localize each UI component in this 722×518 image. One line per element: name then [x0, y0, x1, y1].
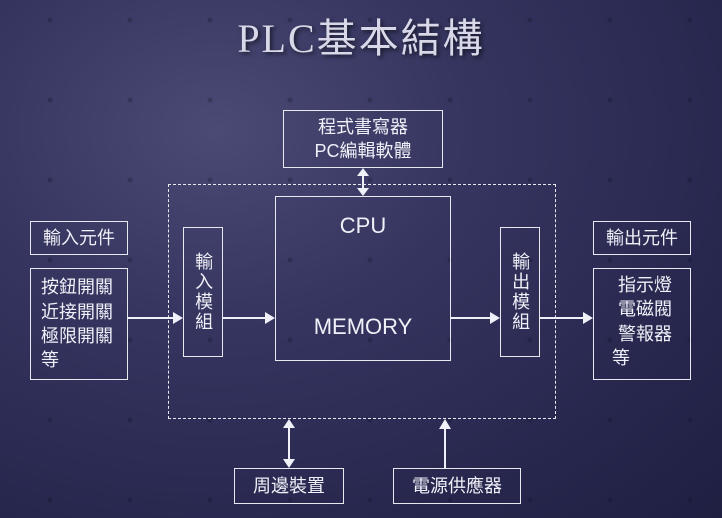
node-output-list: 指示燈 電磁閥 警報器 等: [593, 268, 691, 380]
page-title: PLC基本結構: [0, 6, 722, 64]
memory-label: MEMORY: [314, 312, 413, 342]
output-list-line3: 警報器: [612, 322, 672, 346]
node-output-module-label: 輸出模組: [508, 252, 532, 332]
output-list-line2: 電磁閥: [612, 297, 672, 321]
node-input-module-label: 輸入模組: [191, 252, 215, 332]
arrow-programmer-cpu: [353, 168, 373, 196]
node-input-module: 輸入模組: [183, 227, 223, 357]
arrow-inputlist-inputmodule: [128, 308, 183, 328]
arrow-power-plc: [435, 419, 455, 468]
arrow-outputmodule-outputlist: [540, 308, 593, 328]
node-cpu-memory: CPU MEMORY: [275, 196, 451, 361]
node-input-label: 輸入元件: [30, 221, 128, 255]
node-programmer: 程式書寫器 PC編輯軟體: [283, 110, 443, 168]
cpu-label: CPU: [340, 211, 386, 241]
output-list-line4: 等: [612, 346, 630, 370]
node-output-label: 輸出元件: [593, 221, 691, 255]
node-input-list: 按鈕開關 近接開關 極限開關 等: [30, 268, 128, 380]
node-peripheral: 周邊裝置: [234, 468, 344, 504]
arrow-cpu-outputmodule: [451, 308, 500, 328]
arrow-inputmodule-cpu: [223, 308, 275, 328]
node-power: 電源供應器: [393, 468, 521, 504]
arrow-peripheral-plc: [279, 419, 299, 468]
output-list-line1: 指示燈: [612, 273, 672, 297]
node-output-module: 輸出模組: [500, 227, 540, 357]
